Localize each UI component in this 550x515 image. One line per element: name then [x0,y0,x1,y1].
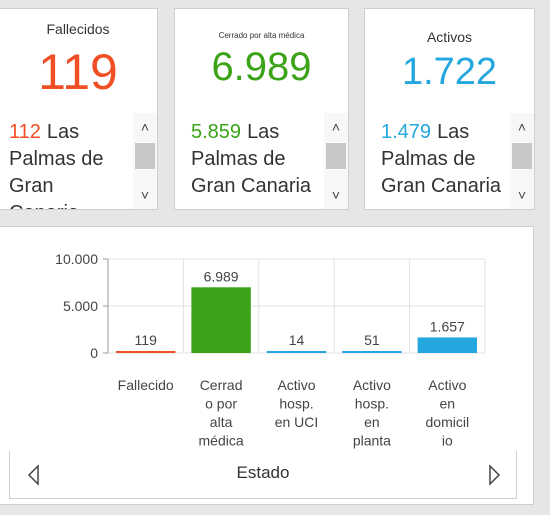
x-axis-title: Estado [236,463,290,482]
bar-value-label: 1.657 [430,318,465,334]
card-value: 1.722 [401,51,498,93]
chevron-up-icon[interactable]: ˄ [140,119,150,135]
card-detail-label: Las Palmas de Gran Canaria [381,121,502,197]
x-tick-label: o por [205,396,237,412]
chevron-down-icon[interactable]: ˅ [140,187,150,203]
x-tick-label: médica [199,433,244,449]
bar [116,351,176,353]
bar-value-label: 51 [364,332,380,348]
bar [191,287,251,353]
card-title: Cerrado por alta médica [218,31,305,40]
card-scrollbar[interactable]: ˄ ˅ [133,113,157,209]
x-tick-label: alta [210,414,233,430]
scrollbar-thumb[interactable] [326,143,346,169]
x-tick-label: en [440,396,456,412]
card-value: 6.989 [211,45,312,89]
chevron-up-icon[interactable]: ˄ [331,119,341,135]
card-activos: Activos 1.722 1.479 Las Palmas de Gran Ca… [364,8,535,210]
card-cerrado-alta-medica: Cerrado por alta médica 6.989 5.859 Las P… [174,8,349,210]
bar-value-label: 6.989 [204,268,239,284]
x-tick-label: Activo [277,377,315,393]
bar [417,337,477,353]
x-tick-label: Cerrad [200,377,243,393]
x-tick-label: Activo [428,377,466,393]
x-tick-label: en [364,414,380,430]
chevron-down-icon[interactable]: ˅ [331,187,341,203]
scrollbar-thumb[interactable] [512,143,532,169]
x-tick-label: planta [353,433,391,449]
chevron-down-icon[interactable]: ˅ [517,187,527,203]
x-tick-label: en UCI [275,414,319,430]
x-tick-label: hosp. [355,396,389,412]
chevron-up-icon[interactable]: ˄ [517,119,527,135]
bar-value-label: 119 [135,332,158,348]
card-detail-label: Las Palmas de Gran Canaria [9,121,104,209]
card-detail-value: 1.479 [381,121,432,143]
x-tick-label: Fallecido [118,377,174,393]
card-title: Activos [426,29,473,45]
y-tick-label: 0 [90,345,98,361]
y-tick-label: 5.000 [63,298,98,314]
bar [342,351,402,353]
card-title: Fallecidos [46,21,110,37]
card-scrollbar[interactable]: ˄ ˅ [324,113,348,209]
x-tick-label: io [442,433,453,449]
card-detail: 5.859 Las Palmas de Gran Canaria [191,119,318,209]
y-tick-label: 10.000 [55,251,98,267]
x-tick-label: hosp. [279,396,313,412]
card-scrollbar[interactable]: ˄ ˅ [510,113,534,209]
bar [266,351,327,353]
triangle-right-icon[interactable] [489,464,501,486]
x-tick-label: Activo [353,377,391,393]
x-tick-label: domicil [426,414,470,430]
scrollbar-thumb[interactable] [135,143,155,169]
card-detail-label: Las Palmas de Gran Canaria [191,121,312,197]
card-detail-value: 112 [9,121,41,143]
card-value: 119 [38,44,118,100]
bar-value-label: 14 [289,332,305,348]
card-detail-value: 5.859 [191,121,242,143]
triangle-left-icon[interactable] [27,464,39,486]
chart-footer: Estado [9,451,517,499]
card-detail: 1.479 Las Palmas de Gran Canaria [381,119,504,209]
chart-footer-graphics [27,464,501,486]
